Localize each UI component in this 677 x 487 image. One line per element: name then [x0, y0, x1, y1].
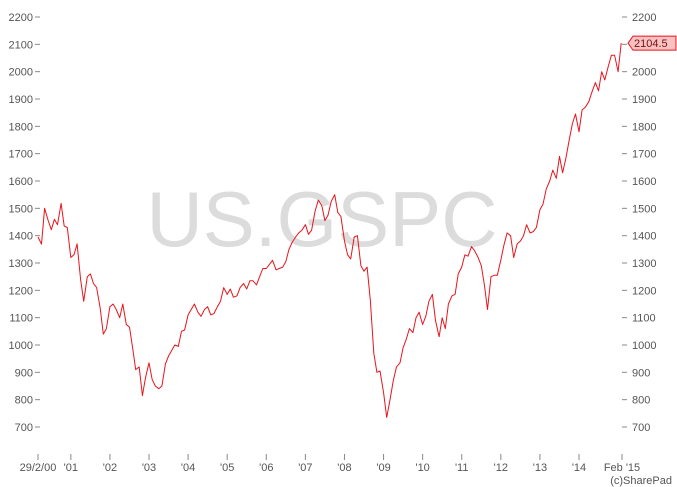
x-tick-label: '07: [298, 462, 312, 474]
y-tick-label-right: 1800: [632, 121, 656, 133]
y-tick-label-left: 1200: [9, 285, 33, 297]
x-tick-label: '11: [455, 462, 469, 474]
y-tick-label-right: 1100: [632, 313, 656, 325]
x-tick-label: '01: [64, 462, 78, 474]
last-value-label: 2104.5: [634, 38, 668, 50]
price-series: [37, 43, 622, 418]
y-tick-label-left: 2000: [9, 67, 33, 79]
watermark-ticker: US.GSPC: [146, 175, 497, 263]
y-tick-label-left: 1700: [9, 149, 33, 161]
y-tick-label-left: 1500: [9, 203, 33, 215]
y-tick-label-left: 1600: [9, 176, 33, 188]
last-value-badge: 2104.5: [627, 35, 677, 51]
y-tick-label-right: 1500: [632, 203, 656, 215]
x-tick-label: '12: [494, 462, 508, 474]
credit-label: (c)SharePad: [610, 475, 672, 487]
x-tick-label: 29/2/00: [20, 462, 57, 474]
y-tick-label-right: 1000: [632, 340, 656, 352]
y-tick-label-left: 1000: [9, 340, 33, 352]
x-tick-label: '05: [220, 462, 234, 474]
x-tick-label: '14: [572, 462, 586, 474]
y-tick-label-left: 900: [15, 367, 33, 379]
x-tick-label: '13: [533, 462, 547, 474]
y-tick-label-right: 1700: [632, 149, 656, 161]
x-tick-label: Feb '15: [604, 462, 640, 474]
y-tick-label-left: 2200: [9, 12, 33, 24]
series-line: [37, 43, 622, 418]
y-tick-label-right: 900: [632, 367, 650, 379]
y-tick-label-left: 1800: [9, 121, 33, 133]
last-value-marker: [627, 35, 677, 51]
y-tick-label-left: 700: [15, 422, 33, 434]
y-tick-label-left: 1300: [9, 258, 33, 270]
x-tick-label: '08: [337, 462, 351, 474]
right-axis: 700 800 900 1000 1100 1200 1300 1400 1500 1600 170…: [622, 12, 656, 434]
y-tick-label-right: 800: [632, 395, 650, 407]
y-tick-label-right: 1300: [632, 258, 656, 270]
y-tick-label-right: 1600: [632, 176, 656, 188]
x-tick-label: '09: [376, 462, 390, 474]
x-tick-label: '04: [181, 462, 195, 474]
y-tick-label-right: 2200: [632, 12, 656, 24]
y-tick-label-right: 1400: [632, 231, 656, 243]
x-tick-label: '02: [103, 462, 117, 474]
y-tick-label-left: 1900: [9, 94, 33, 106]
y-tick-label-left: 1400: [9, 231, 33, 243]
left-axis: 700 800 900 1000 1100 1200 1300 1400 1500 1600 170…: [9, 12, 40, 434]
x-axis: 29/2/00 '01 '02 '03 '04 '05 '06 '07 '08 '09 '10 '11…: [20, 454, 640, 474]
x-tick-label: '10: [415, 462, 429, 474]
x-tick-label: '06: [259, 462, 273, 474]
y-tick-label-right: 2000: [632, 67, 656, 79]
y-tick-label-right: 1200: [632, 285, 656, 297]
y-tick-label-right: 700: [632, 422, 650, 434]
y-tick-label-left: 800: [15, 395, 33, 407]
y-tick-label-right: 1900: [632, 94, 656, 106]
y-tick-label-left: 1100: [9, 313, 33, 325]
y-tick-label-left: 2100: [9, 39, 33, 51]
x-tick-label: '03: [142, 462, 156, 474]
